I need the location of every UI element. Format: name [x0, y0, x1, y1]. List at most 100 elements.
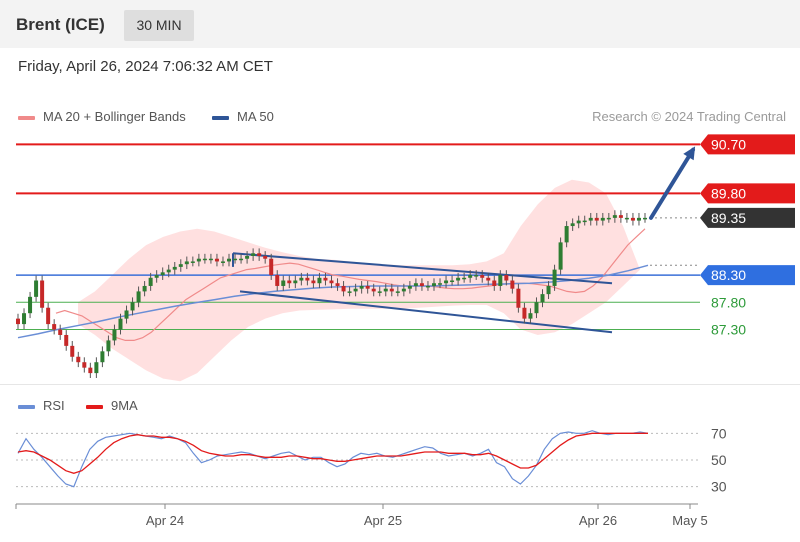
- level-label-87.80: 87.80: [711, 294, 746, 310]
- candle-body: [52, 324, 57, 330]
- candle-body: [275, 275, 280, 286]
- candle-body: [227, 258, 232, 262]
- candle-body: [534, 302, 539, 314]
- legend-ma20: MA 20 + Bollinger Bands: [18, 109, 186, 124]
- candle-body: [166, 269, 171, 273]
- candle-body: [293, 280, 298, 284]
- candle-body: [305, 277, 310, 281]
- candle-body: [88, 367, 93, 374]
- legend-rsi: RSI: [18, 398, 65, 413]
- bollinger-band: [78, 179, 640, 382]
- candle-body: [552, 269, 557, 286]
- candle-body: [64, 334, 69, 346]
- ma9-swatch: [86, 404, 103, 409]
- ma50-line: [17, 264, 649, 339]
- candle-body: [564, 226, 569, 243]
- candle-body: [202, 258, 207, 261]
- candle-body: [588, 217, 593, 221]
- candle-body: [419, 283, 424, 286]
- panel-divider: [0, 384, 800, 385]
- legend-ma20-label: MA 20 + Bollinger Bands: [43, 109, 186, 124]
- candle-body: [245, 256, 250, 259]
- candle-body: [606, 217, 611, 220]
- candle-body: [540, 294, 545, 303]
- candle-body: [172, 266, 177, 270]
- candle-body: [16, 318, 20, 325]
- candle-body: [618, 215, 623, 218]
- candle-body: [558, 242, 563, 270]
- rsi-tick-50: 50: [711, 452, 727, 468]
- candle-body: [178, 264, 183, 267]
- candle-body: [383, 288, 388, 292]
- rsi-tick-30: 30: [711, 479, 727, 495]
- level-badge-89.35: [700, 207, 795, 228]
- rsi-tick-70: 70: [711, 425, 727, 441]
- level-tag-90.70: 90.70: [700, 134, 795, 155]
- candle-body: [636, 217, 641, 221]
- level-tag-89.35: 89.35: [700, 207, 795, 228]
- chart-date: Friday, April 26, 2024 7:06:32 AM CET: [18, 58, 273, 75]
- candle-body: [624, 217, 629, 220]
- candle-body: [329, 280, 334, 284]
- candle-body: [76, 356, 81, 363]
- candle-body: [100, 351, 105, 363]
- x-tick-label: Apr 24: [146, 513, 184, 528]
- candle-body: [594, 217, 599, 221]
- candle-body: [220, 261, 225, 263]
- candle-body: [317, 277, 322, 284]
- candle-body: [462, 277, 467, 280]
- candle-body: [528, 313, 533, 319]
- candle-body: [251, 253, 256, 256]
- candle-body: [498, 275, 503, 286]
- candle-body: [438, 283, 443, 285]
- candle-body: [359, 285, 364, 289]
- candle-body: [456, 277, 461, 281]
- candle-body: [425, 285, 430, 288]
- x-tick-label: May 5: [672, 513, 707, 528]
- candle-body: [468, 275, 473, 278]
- x-tick-label: Apr 26: [579, 513, 617, 528]
- candle-body: [184, 261, 189, 265]
- candle-body: [371, 288, 376, 292]
- candle-body: [407, 285, 412, 289]
- candle-body: [257, 253, 262, 256]
- candle-body: [413, 283, 418, 286]
- ma20-line: [55, 228, 646, 341]
- projection-arrow-head: [683, 146, 696, 161]
- candle-body: [40, 280, 45, 308]
- candle-body: [311, 280, 316, 284]
- candle-body: [582, 220, 587, 223]
- candle-body: [335, 283, 340, 286]
- ma50-swatch: [212, 115, 229, 120]
- candle-body: [233, 258, 238, 261]
- level-label-89.35: 89.35: [711, 210, 746, 226]
- candle-body: [239, 258, 244, 261]
- candle-body: [136, 291, 141, 303]
- candle-body: [58, 329, 63, 335]
- candle-body: [377, 291, 382, 293]
- level-label-89.80: 89.80: [711, 185, 746, 201]
- level-tag-88.30: 88.30: [700, 265, 795, 286]
- candle-body: [106, 340, 111, 352]
- candle-body: [112, 329, 117, 341]
- candle-body: [22, 313, 27, 325]
- timeframe-button[interactable]: 30 MIN: [124, 10, 194, 41]
- credit-text: Research © 2024 Trading Central: [592, 109, 786, 124]
- page-title: Brent (ICE): [16, 15, 105, 34]
- candle-body: [600, 217, 605, 221]
- projection-arrow-shaft: [649, 147, 695, 220]
- candle-body: [546, 285, 551, 295]
- level-tag-89.80: 89.80: [700, 183, 795, 204]
- candle-body: [474, 275, 479, 277]
- candle-body: [570, 223, 575, 227]
- candle-body: [522, 307, 527, 319]
- level-badge-88.30: [700, 265, 795, 286]
- candle-body: [214, 258, 219, 262]
- candle-body: [353, 288, 358, 292]
- candle-body: [365, 285, 370, 289]
- legend-9ma: 9MA: [86, 398, 138, 413]
- level-label-87.30: 87.30: [711, 322, 746, 338]
- candle-body: [444, 280, 449, 284]
- candle-body: [148, 277, 153, 286]
